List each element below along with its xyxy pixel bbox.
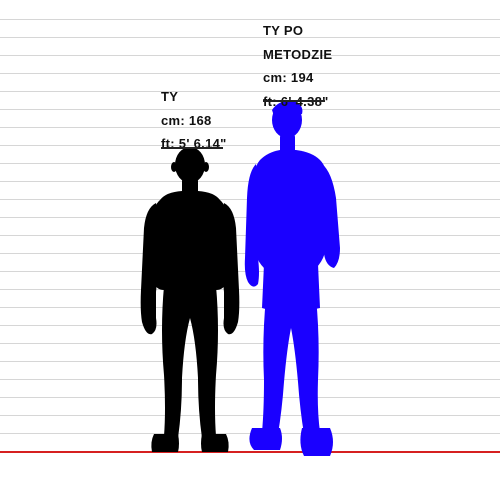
scale-line — [0, 37, 500, 38]
scale-line — [0, 55, 500, 56]
scale-line — [0, 433, 500, 434]
scale-line — [0, 343, 500, 344]
ground-line — [0, 451, 500, 453]
scale-line — [0, 415, 500, 416]
person-silhouette-black — [140, 147, 240, 452]
scale-line — [0, 361, 500, 362]
scale-line — [0, 127, 500, 128]
scale-line — [0, 109, 500, 110]
scale-line — [0, 397, 500, 398]
scale-line — [0, 73, 500, 74]
scale-line — [0, 91, 500, 92]
person2-underline — [263, 100, 325, 102]
scale-line — [0, 19, 500, 20]
person2-name-line1: TY PO — [263, 23, 304, 38]
person1-height-ft: ft: 5' 6.14" — [161, 136, 227, 151]
scale-line — [0, 379, 500, 380]
person2-height-cm: cm: 194 — [263, 70, 314, 85]
scale-line — [0, 145, 500, 146]
scale-line — [0, 163, 500, 164]
scale-line — [0, 289, 500, 290]
person2-name-line2: METODZIE — [263, 46, 333, 62]
person2-label: TY PO METODZIE cm: 194 ft: 6' 4.38" — [263, 19, 332, 113]
person-silhouette-blue — [244, 101, 340, 456]
person1-underline — [161, 147, 223, 149]
scale-line — [0, 325, 500, 326]
scale-line — [0, 307, 500, 308]
person1-label: TY cm: 168 ft: 5' 6.14" — [161, 85, 227, 156]
person1-name: TY — [161, 89, 179, 104]
person1-height-cm: cm: 168 — [161, 112, 212, 128]
